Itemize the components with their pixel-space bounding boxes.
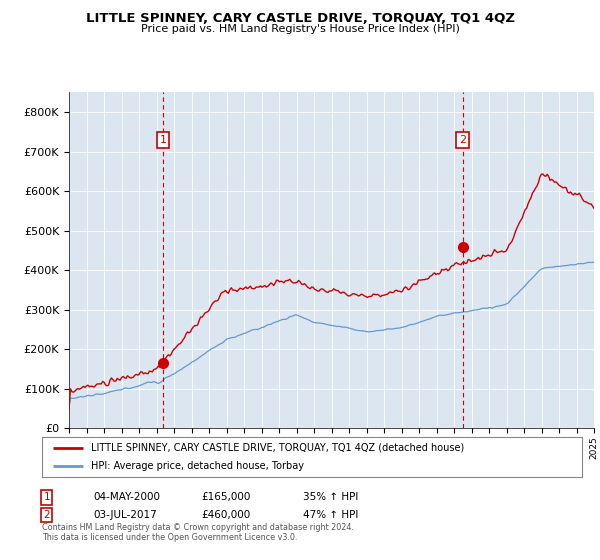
Text: 2: 2 [43, 510, 50, 520]
Text: £165,000: £165,000 [201, 492, 250, 502]
Text: 03-JUL-2017: 03-JUL-2017 [93, 510, 157, 520]
Text: 1: 1 [43, 492, 50, 502]
Text: 35% ↑ HPI: 35% ↑ HPI [303, 492, 358, 502]
Text: LITTLE SPINNEY, CARY CASTLE DRIVE, TORQUAY, TQ1 4QZ (detached house): LITTLE SPINNEY, CARY CASTLE DRIVE, TORQU… [91, 443, 464, 452]
Text: 04-MAY-2000: 04-MAY-2000 [93, 492, 160, 502]
Text: This data is licensed under the Open Government Licence v3.0.: This data is licensed under the Open Gov… [42, 533, 298, 542]
Text: HPI: Average price, detached house, Torbay: HPI: Average price, detached house, Torb… [91, 461, 304, 471]
Text: Contains HM Land Registry data © Crown copyright and database right 2024.: Contains HM Land Registry data © Crown c… [42, 523, 354, 532]
Text: Price paid vs. HM Land Registry's House Price Index (HPI): Price paid vs. HM Land Registry's House … [140, 24, 460, 34]
Text: £460,000: £460,000 [201, 510, 250, 520]
Text: 1: 1 [160, 135, 166, 145]
Text: 2: 2 [459, 135, 466, 145]
Text: LITTLE SPINNEY, CARY CASTLE DRIVE, TORQUAY, TQ1 4QZ: LITTLE SPINNEY, CARY CASTLE DRIVE, TORQU… [86, 12, 515, 25]
Text: 47% ↑ HPI: 47% ↑ HPI [303, 510, 358, 520]
